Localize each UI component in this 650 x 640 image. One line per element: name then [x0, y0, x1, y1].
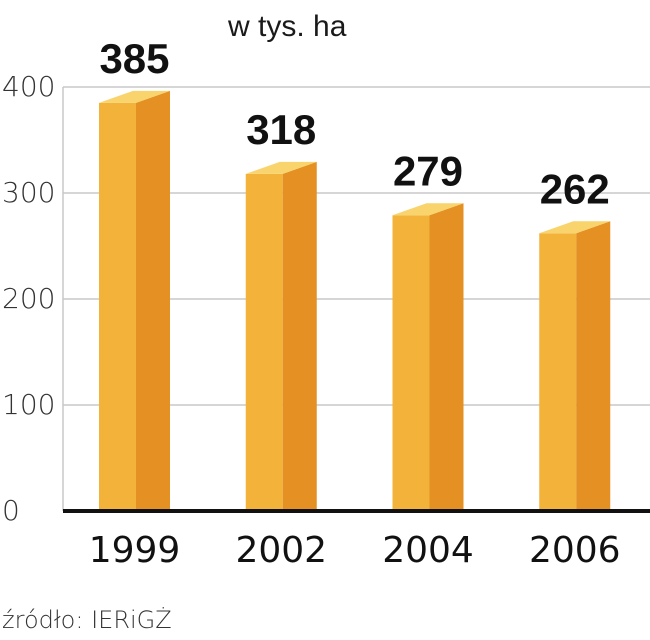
value-label: 385: [99, 35, 169, 82]
y-tick-label: 400: [2, 70, 55, 103]
x-tick-label: 2006: [529, 530, 621, 571]
x-tick-label: 2004: [382, 530, 474, 571]
bar: [245, 161, 317, 512]
y-tick-label: 0: [2, 494, 20, 527]
x-tick-label: 2002: [235, 530, 327, 571]
bar-top-face: [245, 161, 317, 174]
bar-front-face: [392, 215, 430, 511]
bar-side-face: [136, 90, 170, 512]
bar-front-face: [245, 173, 283, 512]
y-axis-ticks: 0 100 200 300 400: [2, 70, 55, 527]
value-label: 318: [246, 106, 316, 153]
x-tick-label: 1999: [89, 530, 181, 571]
bar-side-face: [576, 221, 611, 511]
x-axis-ticks: 1999 2002 2004 2006: [89, 530, 621, 571]
unit-label: w tys. ha: [227, 10, 347, 43]
y-tick-label: 200: [2, 282, 55, 315]
bar: [539, 221, 611, 511]
bars: [99, 90, 611, 512]
bar: [99, 90, 170, 512]
bar-side-face: [429, 203, 464, 511]
value-label: 262: [540, 165, 610, 212]
bar-top-face: [99, 90, 170, 103]
bar-top-face: [392, 203, 464, 216]
value-labels: 385 318 279 262: [99, 35, 609, 212]
y-tick-label: 300: [2, 176, 55, 209]
bar-top-face: [539, 221, 611, 234]
bar-front-face: [539, 233, 577, 511]
value-label: 279: [393, 147, 463, 194]
y-tick-label: 100: [2, 388, 55, 421]
source-note: źródło: IERiGŻ: [2, 606, 172, 634]
bar: [392, 203, 464, 511]
bar-front-face: [99, 102, 136, 512]
bar-side-face: [282, 161, 317, 512]
